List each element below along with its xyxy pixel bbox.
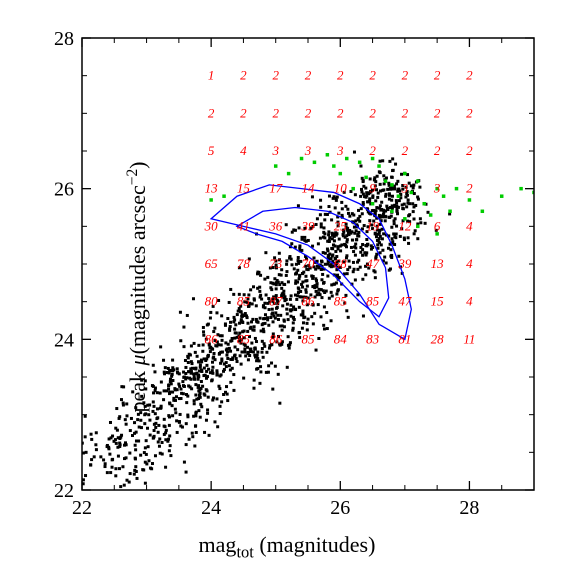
svg-text:86: 86	[302, 294, 316, 309]
svg-text:24: 24	[54, 329, 74, 351]
svg-text:3: 3	[271, 143, 279, 158]
svg-text:2: 2	[466, 181, 473, 196]
svg-text:30: 30	[204, 218, 219, 233]
svg-text:86: 86	[205, 331, 219, 346]
svg-text:70: 70	[302, 256, 316, 271]
svg-text:3: 3	[433, 181, 441, 196]
svg-text:87: 87	[269, 294, 283, 309]
svg-text:2: 2	[272, 105, 279, 120]
svg-text:15: 15	[237, 181, 251, 196]
svg-text:4: 4	[240, 143, 247, 158]
svg-text:11: 11	[463, 331, 475, 346]
svg-text:85: 85	[237, 331, 251, 346]
svg-text:2: 2	[466, 105, 473, 120]
svg-text:17: 17	[269, 181, 283, 196]
svg-text:9: 9	[369, 181, 376, 196]
svg-text:3: 3	[336, 143, 344, 158]
svg-text:26: 26	[54, 179, 74, 201]
svg-text:83: 83	[366, 331, 380, 346]
svg-text:68: 68	[334, 256, 348, 271]
svg-text:2: 2	[208, 105, 215, 120]
svg-text:3: 3	[401, 181, 409, 196]
y-axis-label: peak μ(magnitudes arcsec−2)	[124, 162, 151, 413]
svg-text:39: 39	[397, 256, 412, 271]
plot-svg: 1222222222222222225433322221315171410933…	[0, 0, 574, 574]
svg-text:85: 85	[366, 294, 380, 309]
svg-text:2: 2	[402, 68, 409, 83]
svg-text:10: 10	[334, 181, 348, 196]
svg-text:2: 2	[240, 105, 247, 120]
svg-text:78: 78	[237, 256, 251, 271]
svg-text:15: 15	[431, 294, 445, 309]
svg-text:2: 2	[402, 143, 409, 158]
svg-text:2: 2	[434, 143, 441, 158]
x-axis-label: magtot (magnitudes)	[199, 532, 376, 562]
svg-text:85: 85	[237, 294, 251, 309]
svg-text:47: 47	[366, 256, 380, 271]
svg-text:2: 2	[337, 68, 344, 83]
svg-text:2: 2	[369, 68, 376, 83]
svg-text:2: 2	[369, 143, 376, 158]
svg-text:4: 4	[466, 294, 473, 309]
svg-text:2: 2	[466, 68, 473, 83]
svg-text:28: 28	[54, 28, 74, 50]
svg-text:2: 2	[369, 105, 376, 120]
svg-text:2: 2	[402, 105, 409, 120]
scatter-plot: { "chart": { "type": "scatter", "xlabel"…	[0, 0, 574, 574]
svg-text:81: 81	[398, 331, 411, 346]
svg-text:2: 2	[434, 68, 441, 83]
svg-text:14: 14	[302, 181, 316, 196]
svg-text:2: 2	[240, 68, 247, 83]
svg-text:1: 1	[208, 68, 215, 83]
svg-text:2: 2	[272, 68, 279, 83]
svg-text:2: 2	[337, 105, 344, 120]
svg-text:3: 3	[304, 143, 312, 158]
svg-text:12: 12	[398, 218, 412, 233]
svg-text:13: 13	[205, 181, 219, 196]
svg-text:39: 39	[301, 218, 316, 233]
svg-text:41: 41	[237, 218, 250, 233]
svg-text:25: 25	[334, 218, 348, 233]
svg-text:22: 22	[54, 480, 74, 502]
svg-text:86: 86	[269, 331, 283, 346]
svg-text:4: 4	[466, 256, 473, 271]
svg-text:2: 2	[434, 105, 441, 120]
svg-text:36: 36	[268, 218, 283, 233]
svg-text:84: 84	[334, 331, 348, 346]
svg-text:2: 2	[466, 143, 473, 158]
svg-text:47: 47	[398, 294, 412, 309]
svg-text:80: 80	[205, 294, 219, 309]
svg-text:28: 28	[459, 497, 479, 519]
svg-text:2: 2	[305, 105, 312, 120]
svg-text:28: 28	[431, 331, 445, 346]
svg-text:24: 24	[201, 497, 221, 519]
svg-text:73: 73	[269, 256, 283, 271]
svg-text:26: 26	[330, 497, 350, 519]
svg-text:19: 19	[366, 218, 380, 233]
svg-text:6: 6	[434, 218, 441, 233]
svg-text:22: 22	[72, 497, 92, 519]
svg-text:13: 13	[431, 256, 445, 271]
svg-text:85: 85	[302, 331, 316, 346]
svg-text:4: 4	[466, 218, 473, 233]
svg-text:85: 85	[334, 294, 348, 309]
svg-text:5: 5	[208, 143, 215, 158]
svg-text:65: 65	[205, 256, 219, 271]
svg-text:2: 2	[305, 68, 312, 83]
